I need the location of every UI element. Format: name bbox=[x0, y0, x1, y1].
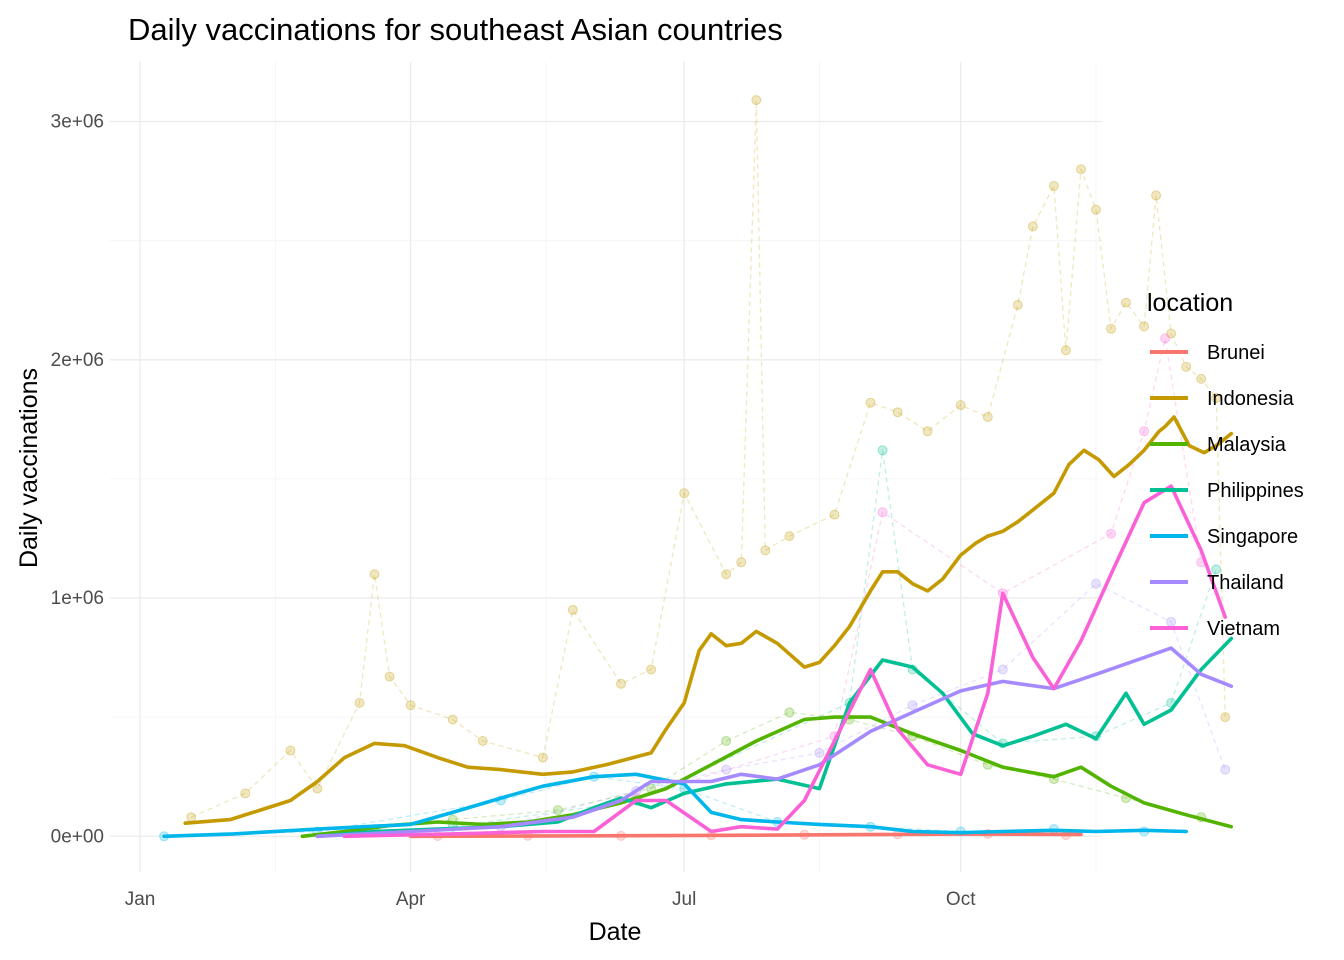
series-philippines-point bbox=[1211, 564, 1222, 575]
series-malaysia-point bbox=[721, 736, 732, 746]
series-brunei-line bbox=[408, 832, 1083, 839]
x-tick-label: Oct bbox=[946, 889, 976, 910]
series-indonesia-point bbox=[1220, 712, 1231, 723]
y-axis-ticks: 0e+00 1e+06 2e+06 3e+06 bbox=[51, 112, 104, 848]
grid-major bbox=[110, 62, 1102, 872]
series-indonesia-point bbox=[477, 736, 488, 746]
series-indonesia-point bbox=[784, 531, 795, 542]
series-indonesia-point bbox=[1091, 204, 1101, 215]
x-tick-label: Apr bbox=[396, 889, 426, 910]
series-thailand-line bbox=[315, 646, 1234, 839]
series-indonesia-point bbox=[865, 397, 876, 408]
series-indonesia-point bbox=[1048, 180, 1059, 191]
series-indonesia-point bbox=[1196, 373, 1207, 384]
legend-title: location bbox=[1147, 289, 1233, 317]
series-indonesia-point bbox=[616, 678, 626, 689]
series-malaysia-point bbox=[784, 707, 795, 718]
series-indonesia-point bbox=[1181, 361, 1192, 372]
series-indonesia-point bbox=[240, 788, 251, 799]
series-vietnam-line bbox=[342, 484, 1227, 839]
series-indonesia-point bbox=[312, 783, 323, 794]
series-thailand-point bbox=[997, 664, 1008, 675]
series-thailand-point bbox=[721, 764, 732, 775]
series-singapore-line bbox=[162, 772, 1188, 839]
series-indonesia-point bbox=[1106, 323, 1116, 334]
series-vietnam-point bbox=[1139, 426, 1150, 437]
legend-label-thailand: Thailand bbox=[1207, 572, 1284, 594]
x-axis-title: Date bbox=[589, 918, 642, 946]
y-tick-label: 1e+06 bbox=[51, 588, 104, 609]
series-indonesia-point bbox=[447, 714, 458, 725]
x-axis-ticks: Jan Apr Jul Oct bbox=[125, 889, 976, 910]
series-indonesia-point bbox=[369, 569, 380, 580]
series-indonesia-point bbox=[751, 95, 762, 106]
series-indonesia-point bbox=[1151, 190, 1162, 201]
series-thailand-point bbox=[1091, 578, 1101, 589]
series-indonesia-point bbox=[736, 557, 747, 568]
series-indonesia-point bbox=[922, 426, 933, 437]
series-indonesia-point bbox=[721, 569, 732, 580]
y-tick-label: 0e+00 bbox=[51, 826, 104, 847]
chart-title: Daily vaccinations for southeast Asian c… bbox=[128, 12, 783, 47]
legend-items: Brunei Indonesia Malaysia Philippines Singap… bbox=[1150, 342, 1304, 640]
series-thailand-point bbox=[814, 747, 825, 758]
series-indonesia-point bbox=[567, 604, 578, 615]
legend-label-indonesia: Indonesia bbox=[1207, 388, 1295, 410]
y-tick-label: 2e+06 bbox=[51, 350, 104, 371]
series-vietnam-point bbox=[1160, 333, 1171, 344]
series-thailand-point bbox=[1220, 764, 1231, 775]
legend-label-philippines: Philippines bbox=[1207, 480, 1304, 502]
legend-label-singapore: Singapore bbox=[1207, 526, 1298, 548]
series-indonesia-point bbox=[1139, 321, 1150, 332]
series-indonesia-point bbox=[1166, 328, 1177, 339]
legend-label-malaysia: Malaysia bbox=[1207, 434, 1287, 456]
series-indonesia-point bbox=[285, 745, 296, 756]
series-indonesia-point bbox=[1076, 164, 1086, 175]
lines-layer bbox=[162, 415, 1234, 839]
series-malaysia-raw-line bbox=[374, 711, 1202, 830]
series-indonesia-point bbox=[1121, 297, 1131, 308]
series-malaysia-line bbox=[300, 715, 1234, 839]
series-malaysia-point bbox=[552, 805, 563, 816]
series-thailand-point bbox=[1166, 616, 1177, 627]
x-tick-label: Jul bbox=[672, 889, 696, 910]
series-vietnam-point bbox=[1106, 528, 1116, 539]
series-thailand-point bbox=[907, 700, 918, 711]
series-philippines-point bbox=[877, 445, 888, 456]
series-indonesia-point bbox=[955, 400, 966, 411]
series-indonesia-point bbox=[679, 488, 690, 499]
series-indonesia-point bbox=[354, 697, 365, 708]
series-indonesia-point bbox=[405, 700, 416, 711]
series-indonesia-line bbox=[183, 415, 1234, 825]
grid-minor bbox=[110, 62, 1102, 872]
legend: location Brunei Indonesia Malaysia Philippi… bbox=[1147, 289, 1304, 640]
series-indonesia-point bbox=[1060, 345, 1071, 356]
series-indonesia-point bbox=[537, 752, 548, 763]
series-indonesia-point bbox=[1012, 300, 1023, 310]
series-indonesia-point bbox=[1211, 392, 1222, 403]
series-indonesia-point bbox=[829, 509, 840, 520]
series-indonesia-point bbox=[982, 412, 993, 422]
series-thailand-raw-line bbox=[500, 582, 1226, 828]
legend-label-vietnam: Vietnam bbox=[1207, 618, 1280, 640]
series-vietnam-point bbox=[877, 507, 888, 518]
series-indonesia-point bbox=[1027, 221, 1038, 232]
y-tick-label: 3e+06 bbox=[51, 112, 104, 133]
legend-label-brunei: Brunei bbox=[1207, 342, 1265, 364]
series-indonesia-point bbox=[892, 407, 903, 418]
series-indonesia-point bbox=[186, 812, 197, 823]
x-tick-label: Jan bbox=[125, 889, 156, 910]
y-axis-title: Daily vaccinations bbox=[15, 368, 43, 568]
series-indonesia-point bbox=[760, 545, 771, 556]
series-indonesia-point bbox=[646, 664, 657, 675]
series-indonesia-point bbox=[384, 671, 395, 682]
